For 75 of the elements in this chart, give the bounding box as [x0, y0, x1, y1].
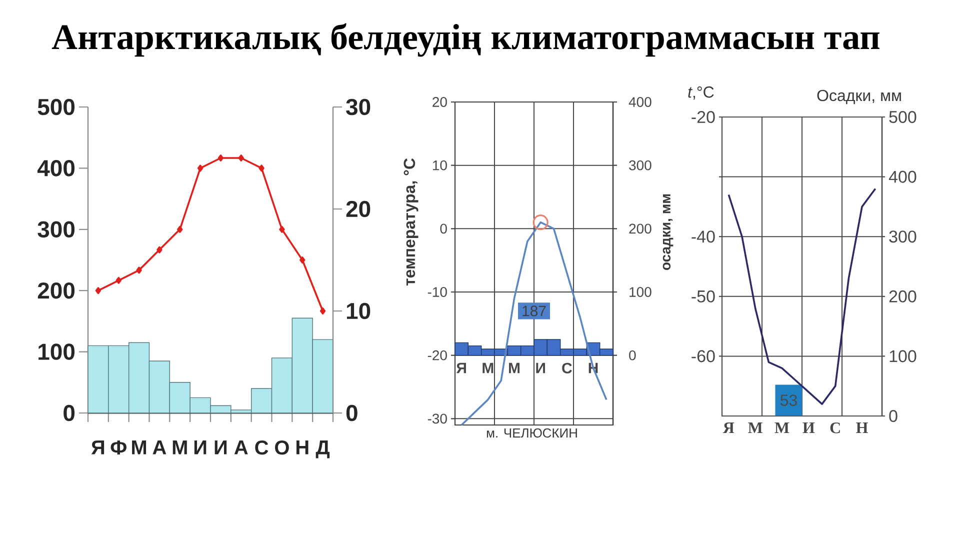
- y-tick-label: -10: [428, 287, 447, 297]
- point: [300, 256, 306, 264]
- y-tick-label: -20: [428, 350, 447, 360]
- x-tick-label: С: [830, 422, 840, 434]
- y-tick-label: 300: [38, 221, 75, 238]
- x-tick-label: Я: [91, 440, 104, 454]
- y2-tick-label: 10: [346, 302, 370, 320]
- x-tick-label: А: [234, 440, 248, 454]
- y2-tick-label: 400: [628, 97, 652, 107]
- text: Антарктикалық белдеудің климатограммасын тап: [52, 23, 880, 57]
- y2-tick-label: 30: [346, 98, 370, 116]
- x-axis-title: м. ЧЕЛЮСКИН: [486, 428, 577, 438]
- y-tick-label: 200: [38, 282, 75, 299]
- y-tick-label: 0: [440, 224, 447, 234]
- y-tick-label: 500: [38, 98, 75, 116]
- y2-axis-title: осадки, мм: [662, 194, 674, 270]
- y-axis-title: температура, °C: [404, 158, 418, 286]
- x-tick-label: М: [774, 422, 790, 433]
- point: [136, 266, 142, 274]
- y2-tick-label: 200: [889, 290, 916, 302]
- x-tick-label: С: [255, 440, 268, 455]
- point: [156, 246, 162, 254]
- point: [177, 226, 183, 233]
- y2-tick-label: 0: [629, 350, 636, 360]
- y2-tick-label: 500: [889, 110, 916, 124]
- point: [238, 154, 244, 162]
- x-tick-label: И: [802, 422, 815, 433]
- x-tick-label: М: [748, 422, 762, 433]
- x-tick-label: И: [194, 440, 206, 454]
- y2-tick-label: 0: [346, 404, 358, 422]
- y2-tick-label: 200: [629, 224, 652, 234]
- y-tick-label: -50: [692, 290, 715, 302]
- x-tick-label: М: [509, 362, 520, 374]
- y2-tick-label: 300: [889, 230, 916, 243]
- y2-axis-title: Осадки, мм: [817, 90, 901, 104]
- point: [116, 276, 122, 284]
- y-tick-label: 0: [64, 404, 75, 422]
- line-series: [728, 188, 876, 405]
- y-tick-label: 20: [432, 97, 447, 107]
- y2-tick-label: 0: [889, 410, 898, 422]
- x-tick-label: М: [132, 440, 146, 454]
- y-tick-label: 400: [37, 160, 75, 176]
- annotation: 53: [780, 394, 797, 406]
- y-axis-title: t,°C: [688, 86, 714, 100]
- annotation: 187: [522, 306, 546, 316]
- x-tick-label: М: [482, 362, 494, 374]
- x-tick-label: Я: [456, 362, 466, 374]
- y-tick-label: -30: [428, 414, 447, 424]
- y2-tick-label: 300: [629, 160, 652, 170]
- x-tick-label: Н: [856, 422, 868, 433]
- x-tick-label: И: [214, 440, 227, 454]
- y-tick-label: 10: [432, 160, 447, 170]
- y-tick-label: -60: [692, 350, 715, 362]
- point: [197, 164, 204, 172]
- point: [258, 164, 264, 172]
- y2-tick-label: 20: [346, 200, 370, 218]
- y-tick-label: -40: [692, 230, 715, 243]
- point: [218, 154, 224, 162]
- x-tick-label: С: [562, 362, 572, 374]
- y-tick-label: 100: [38, 344, 75, 360]
- x-tick-label: М: [172, 440, 187, 454]
- point: [95, 287, 102, 294]
- x-tick-label: Д: [316, 440, 330, 458]
- x-tick-label: А: [152, 440, 166, 454]
- x-tick-label: Я: [722, 422, 734, 433]
- x-tick-label: Н: [296, 440, 308, 454]
- y2-tick-label: 100: [890, 350, 916, 362]
- x-tick-label: И: [536, 362, 545, 374]
- y-tick-label: -20: [692, 110, 715, 124]
- x-tick-label: Ф: [110, 440, 126, 454]
- x-tick-label: О: [275, 440, 289, 455]
- y2-tick-label: 400: [888, 170, 916, 183]
- point: [279, 226, 285, 233]
- point: [320, 308, 326, 314]
- y2-tick-label: 100: [630, 287, 652, 297]
